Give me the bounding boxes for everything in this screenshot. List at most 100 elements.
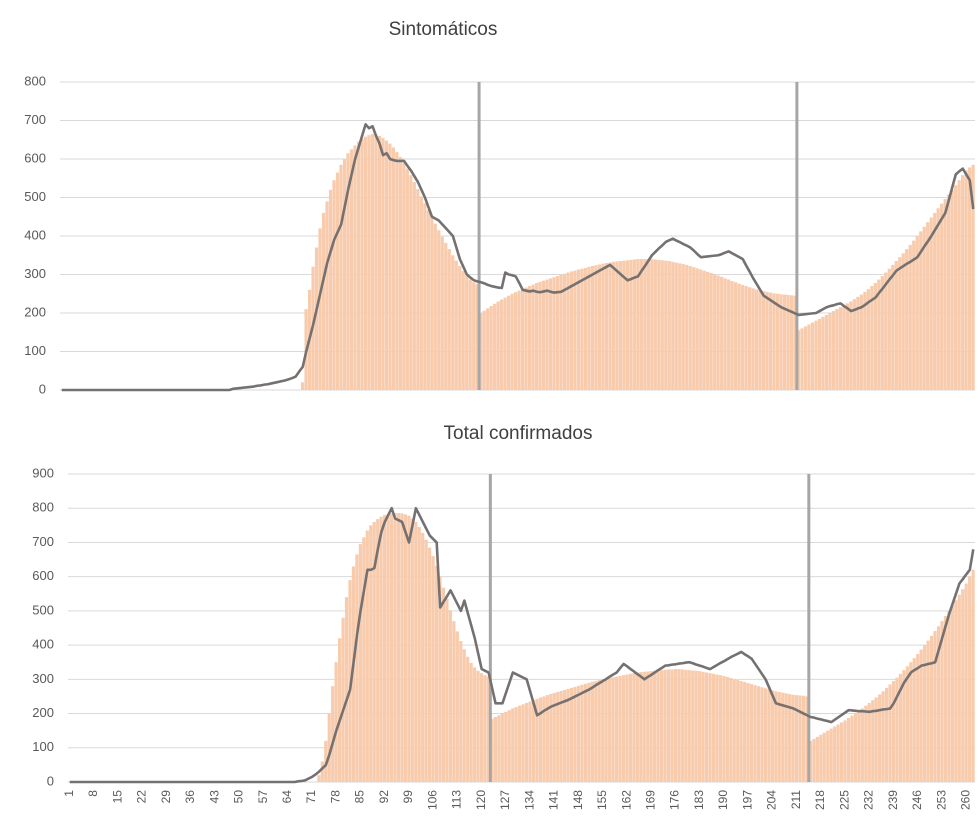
bar [702,270,706,390]
bar [386,514,390,782]
bar [691,670,695,782]
x-tick-label: 57 [256,790,270,804]
bar [765,291,769,390]
x-tick-label: 155 [595,790,609,810]
bar [866,289,870,390]
bar [514,292,518,390]
y-tick-label: 0 [39,381,46,396]
bar [559,690,563,782]
bar [849,301,853,390]
bar [867,702,871,782]
bar [694,670,698,782]
bar [573,270,577,390]
bar [826,730,830,782]
bar [781,692,785,782]
bar [909,662,913,782]
bar [737,283,741,390]
bar [393,513,397,782]
bar [667,261,671,390]
x-tick-label: 127 [498,790,512,810]
y-tick-label: 500 [32,602,54,617]
bar [747,287,752,390]
bar [961,175,965,390]
x-tick-label: 162 [619,790,633,810]
bar [874,697,878,782]
bar [964,170,968,390]
bar [486,676,491,782]
bar [684,669,688,782]
bar [943,616,948,782]
bar [923,645,927,782]
bar [632,259,636,390]
bar [541,280,546,390]
x-tick-label: 113 [450,790,464,809]
bar [888,684,892,782]
bar [381,137,385,390]
bar [538,697,542,782]
x-tick-label: 134 [522,790,536,810]
bar [894,261,898,390]
bar [639,672,643,782]
bar [421,532,425,782]
bar [594,265,598,390]
bar [687,670,691,782]
bar [430,216,434,390]
bar [389,513,394,782]
bar [414,521,418,782]
bar [320,761,324,782]
bar [929,635,934,782]
bar [670,669,674,782]
bar [808,740,813,782]
bar [342,159,347,390]
x-tick-label: 211 [789,790,803,809]
bar [576,685,581,782]
bar [971,569,975,782]
bar [933,212,937,390]
bar [774,691,778,782]
bar [569,271,574,390]
x-tick-label: 260 [959,790,973,810]
bar [587,682,591,782]
bar [807,324,811,390]
bar [880,276,884,390]
bar [699,269,703,390]
bar [812,738,816,782]
bar [656,670,660,782]
bar [510,293,514,390]
bar [936,208,940,390]
bar [636,259,640,390]
bar [860,708,864,782]
bar [796,330,801,390]
bar [732,678,736,782]
bar [362,537,366,782]
bar [608,262,612,390]
bar [739,681,743,782]
bar [405,168,409,390]
bar [314,247,319,390]
bar [604,678,608,782]
bar [424,539,428,782]
bar [594,681,598,782]
x-tick-label: 239 [886,790,900,810]
bar [919,231,923,390]
x-tick-label: 246 [910,790,924,810]
bar [753,685,757,782]
bar [744,286,748,390]
bar [555,276,560,390]
bar [814,320,818,390]
y-tick-label: 0 [47,773,54,788]
bar [538,281,542,390]
bar [660,260,664,390]
bar [722,675,726,782]
bar [334,662,338,782]
bar [761,291,766,390]
x-tick-label: 78 [328,790,342,804]
y-tick-label: 800 [32,500,54,515]
bar [556,691,560,782]
bar [629,259,633,390]
x-tick-label: 22 [135,790,149,804]
y-tick-label: 700 [24,112,46,127]
bar [372,521,376,782]
bar [608,677,612,782]
